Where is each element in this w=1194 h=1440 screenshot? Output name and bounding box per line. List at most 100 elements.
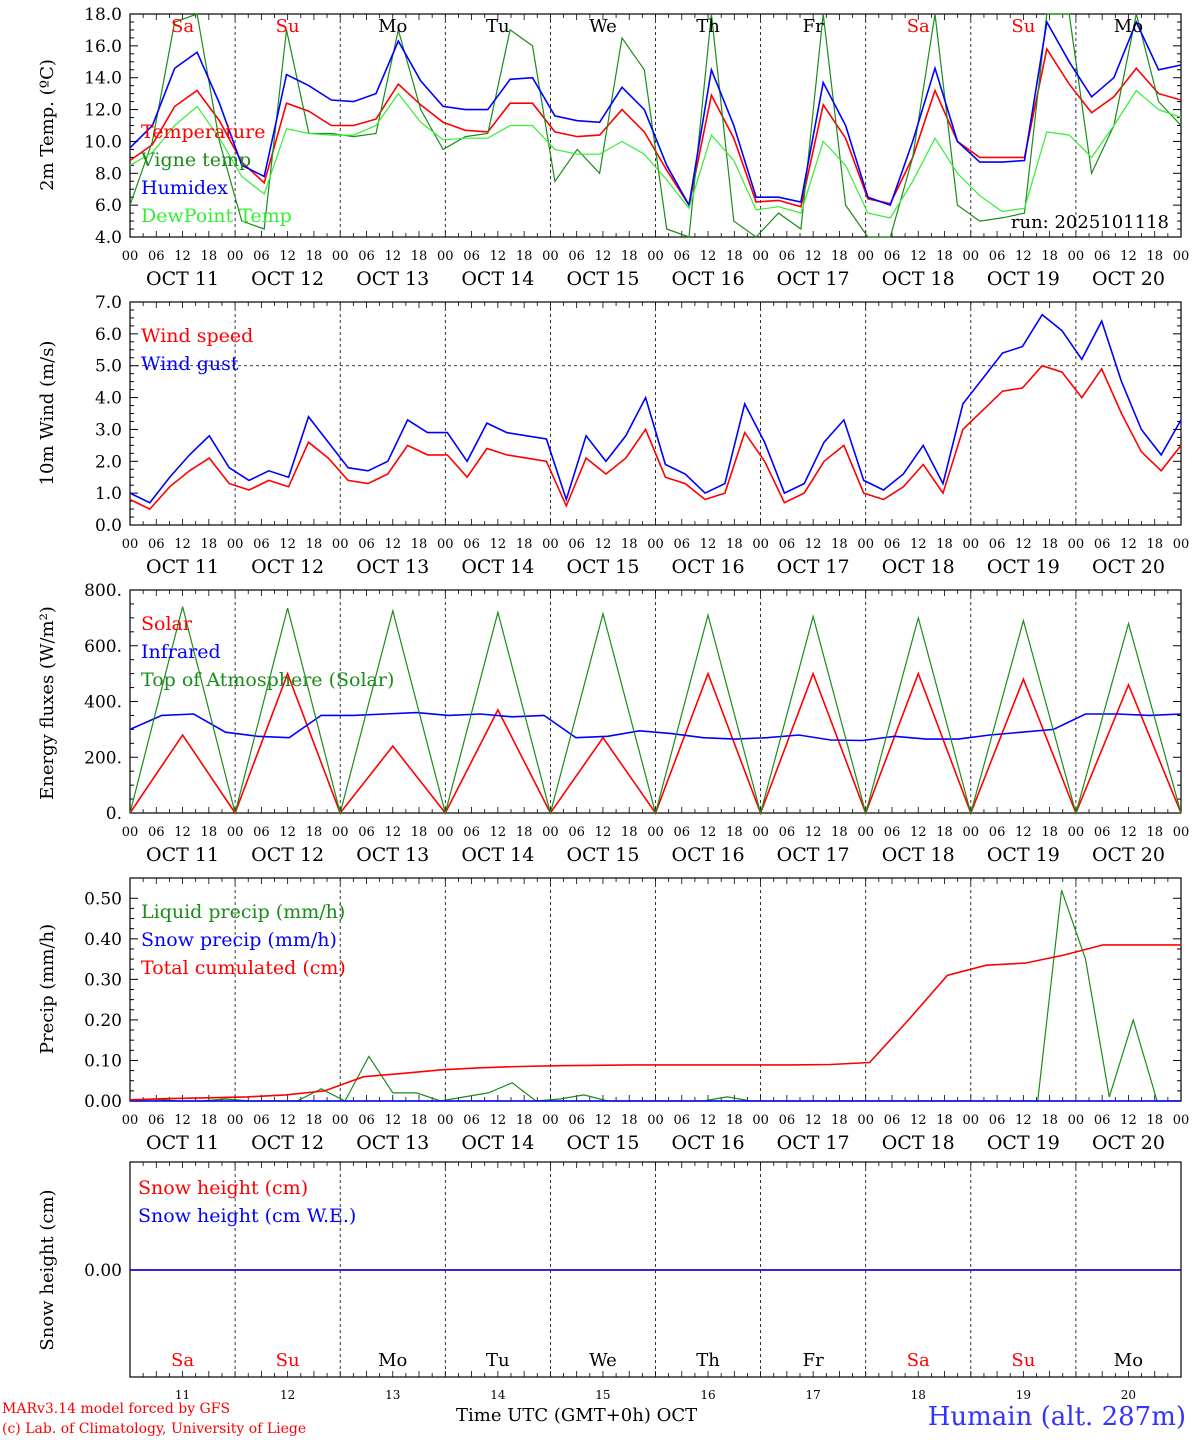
hour-tick-label: 00	[963, 1113, 980, 1128]
panel-frame	[129, 589, 1182, 814]
hour-tick-label: 06	[1094, 1113, 1111, 1128]
hour-tick-label: 00	[1173, 1113, 1190, 1128]
hour-tick-label: 18	[831, 249, 848, 264]
weekday-label: Su	[276, 1350, 300, 1371]
hour-tick-label: 06	[148, 825, 165, 840]
hour-tick-label: 06	[463, 249, 480, 264]
hour-tick-label: 18	[306, 249, 323, 264]
x-axis-title: Time UTC (GMT+0h) OCT	[456, 1405, 698, 1426]
hour-tick-label: 00	[963, 825, 980, 840]
y-tick-label: 10.0	[84, 132, 122, 152]
hour-tick-label: 06	[358, 1113, 375, 1128]
hour-tick-label: 18	[936, 825, 953, 840]
hour-tick-label: 00	[437, 537, 454, 552]
hour-tick-label: 18	[726, 537, 743, 552]
hour-tick-label: 12	[700, 537, 717, 552]
hour-tick-label: 18	[411, 249, 428, 264]
hour-tick-label: 00	[437, 1113, 454, 1128]
day-number-label: 20	[1121, 1388, 1136, 1402]
hour-tick-label: 12	[700, 825, 717, 840]
date-label: OCT 16	[672, 556, 745, 578]
hour-tick-label: 12	[384, 537, 401, 552]
y-tick-label: 6.0	[95, 196, 122, 216]
hour-tick-label: 18	[1146, 825, 1163, 840]
hour-tick-label: 06	[253, 537, 270, 552]
hour-tick-label: 00	[1173, 249, 1190, 264]
day-number-label: 15	[595, 1388, 610, 1402]
hour-tick-label: 12	[595, 537, 612, 552]
hour-tick-label: 00	[542, 825, 559, 840]
panel-1: 4.0 6.0 8.0 10.0 12.0 14.0 16.0 18.0 2m Temp. (º…	[37, 5, 1189, 290]
date-label: OCT 11	[146, 268, 219, 290]
y-tick-label: 5.0	[95, 357, 122, 377]
hour-tick-label: 00	[122, 249, 139, 264]
hour-tick-label: 12	[279, 249, 296, 264]
hour-tick-label: 06	[779, 249, 796, 264]
legend-entry: Solar	[141, 613, 193, 635]
hour-tick-label: 06	[779, 537, 796, 552]
hour-tick-label: 00	[647, 249, 664, 264]
weekday-label: Mo	[1114, 1350, 1143, 1371]
hour-tick-label: 12	[700, 249, 717, 264]
hour-tick-label: 06	[568, 249, 585, 264]
hour-tick-label: 06	[989, 825, 1006, 840]
hour-tick-label: 12	[490, 1113, 507, 1128]
date-label: OCT 11	[146, 556, 219, 578]
hour-tick-label: 18	[1146, 537, 1163, 552]
series-line-vigne-temp	[129, 13, 1182, 238]
hour-tick-label: 18	[306, 1113, 323, 1128]
hour-tick-label: 18	[621, 825, 638, 840]
hour-tick-label: 12	[174, 249, 191, 264]
legend-entry: Wind speed	[141, 325, 253, 347]
hour-tick-label: 00	[122, 537, 139, 552]
date-label: OCT 14	[461, 1132, 534, 1154]
date-label: OCT 15	[566, 556, 639, 578]
y-tick-label: 4.0	[95, 389, 122, 409]
hour-tick-label: 06	[674, 825, 691, 840]
weekday-label: Mo	[378, 1350, 407, 1371]
hour-tick-label: 06	[253, 825, 270, 840]
hour-tick-label: 18	[726, 825, 743, 840]
hour-tick-label: 00	[332, 825, 349, 840]
weekday-label: Su	[1011, 16, 1035, 37]
hour-tick-label: 18	[411, 537, 428, 552]
hour-tick-label: 18	[1146, 249, 1163, 264]
hour-tick-label: 06	[358, 249, 375, 264]
hour-tick-label: 18	[936, 537, 953, 552]
hour-tick-label: 12	[1015, 1113, 1032, 1128]
hour-tick-label: 18	[1041, 537, 1058, 552]
hour-tick-label: 18	[936, 1113, 953, 1128]
date-label: OCT 18	[882, 556, 955, 578]
weekday-label: Tu	[486, 1350, 510, 1371]
panel-3: 0. 200. 400. 600. 800. Energy fluxes (W/m²) So…	[37, 581, 1189, 866]
weekday-label: Mo	[378, 16, 407, 37]
hour-tick-label: 06	[779, 825, 796, 840]
hour-tick-label: 00	[1068, 825, 1085, 840]
date-label: OCT 14	[461, 268, 534, 290]
date-label: OCT 18	[882, 1132, 955, 1154]
date-label: OCT 13	[356, 1132, 429, 1154]
hour-tick-label: 18	[1146, 1113, 1163, 1128]
date-label: OCT 20	[1092, 844, 1165, 866]
date-label: OCT 15	[566, 268, 639, 290]
hour-tick-label: 18	[831, 825, 848, 840]
day-number-label: 17	[806, 1388, 821, 1402]
station-name: Humain (alt. 287m)	[927, 1402, 1186, 1432]
hour-tick-label: 18	[201, 537, 218, 552]
hour-tick-label: 06	[989, 537, 1006, 552]
date-label: OCT 14	[461, 556, 534, 578]
hour-tick-label: 00	[1068, 1113, 1085, 1128]
day-number-label: 14	[490, 1388, 506, 1402]
date-label: OCT 17	[777, 268, 850, 290]
date-label: OCT 16	[672, 1132, 745, 1154]
y-tick-label: 3.0	[95, 420, 122, 440]
hour-tick-label: 06	[1094, 249, 1111, 264]
legend-entry: DewPoint Temp	[141, 205, 292, 227]
weekday-label: We	[589, 1350, 617, 1371]
hour-tick-label: 06	[358, 825, 375, 840]
hour-tick-label: 12	[910, 249, 927, 264]
series-line-wind-gust	[129, 313, 1182, 504]
hour-tick-label: 06	[779, 1113, 796, 1128]
date-label: OCT 12	[251, 268, 324, 290]
